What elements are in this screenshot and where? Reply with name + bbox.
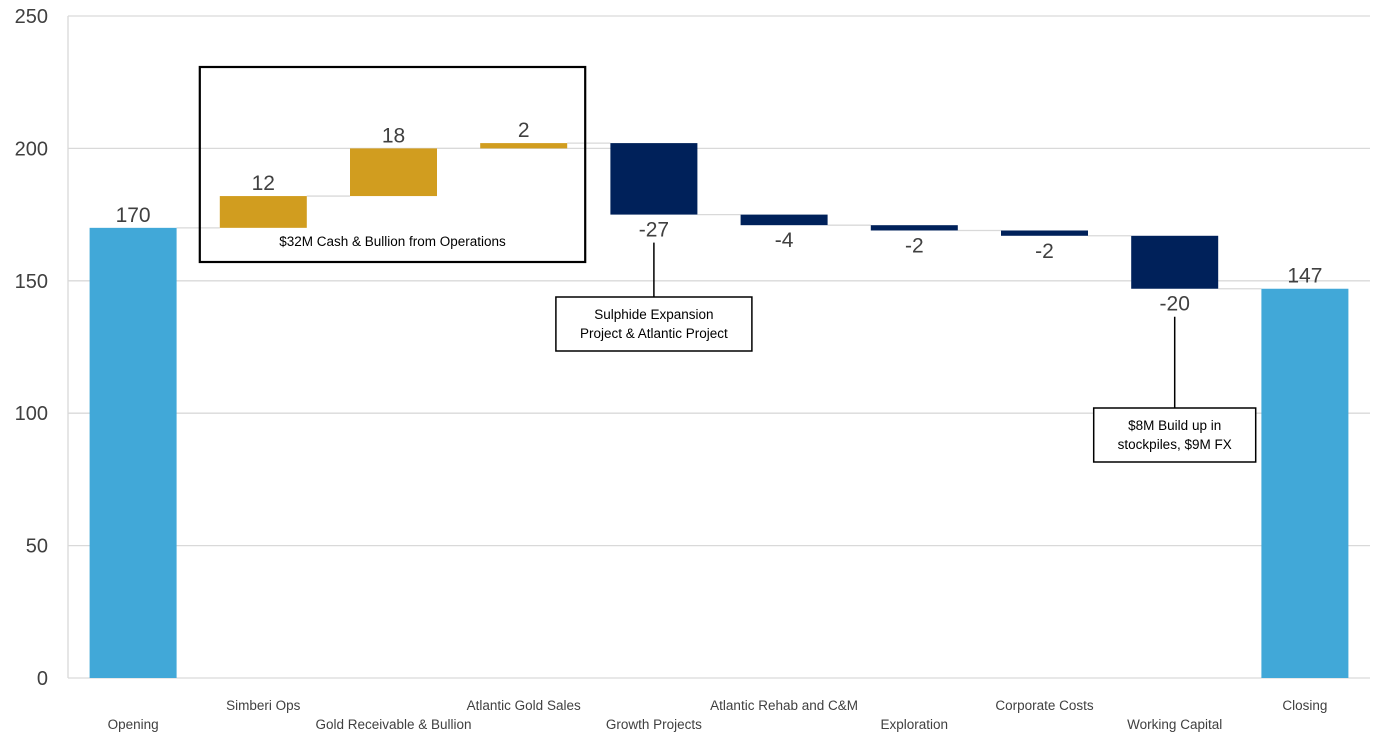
sulphide-expansion-callout-text: Sulphide Expansion [594,307,713,322]
bar-simberi-ops [219,196,307,228]
bar-growth-projects [610,143,698,215]
data-label-growth-projects: -27 [639,219,669,242]
data-label-working-capital: -20 [1160,293,1190,316]
gridlines [68,15,1370,679]
data-label-closing: 147 [1287,265,1322,288]
annotations: $32M Cash & Bullion from Operations Sulph… [198,65,1257,463]
y-tick-label: 50 [26,536,48,558]
sulphide-expansion-callout-text: Project & Atlantic Project [580,326,728,341]
bar-exploration [870,225,958,231]
sulphide-expansion-callout [555,296,753,352]
y-tick-label: 200 [15,138,48,160]
bar-opening [89,227,177,678]
y-tick-label: 150 [15,271,48,293]
y-tick-label: 250 [15,6,48,28]
stockpiles-fx-callout-text: $8M Build up in [1128,418,1221,433]
y-axis: 0 50 100 150 200 250 [15,6,69,690]
stockpiles-fx-callout-text: stockpiles, $9M FX [1118,437,1232,452]
x-tick-label-corporate-costs: Corporate Costs [995,698,1094,713]
x-tick-label-closing: Closing [1282,698,1327,713]
x-tick-label-atlantic-rehab-and-candm: Atlantic Rehab and C&M [710,698,858,713]
bar-working-capital [1131,235,1219,289]
data-label-opening: 170 [116,204,151,227]
x-axis: Opening Simberi Ops Gold Receivable & Bull… [108,698,1328,732]
data-label-corporate-costs: -2 [1035,240,1054,263]
bar-corporate-costs [1001,230,1088,236]
x-tick-label-opening: Opening [108,717,159,732]
data-label-atlantic-gold-sales: 2 [518,119,530,142]
data-label-atlantic-rehab-and-candm: -4 [775,229,794,252]
x-tick-label-atlantic-gold-sales: Atlantic Gold Sales [467,698,581,713]
y-tick-label: 0 [37,668,48,690]
bar-atlantic-gold-sales [480,143,568,149]
x-tick-label-simberi-ops: Simberi Ops [226,698,301,713]
data-label-gold-receivable-and-bullion: 18 [382,124,405,147]
bar-atlantic-rehab-and-candm [740,214,828,226]
data-labels: 170 12 18 2 -27 -4 -2 -2 -20 147 [116,119,1323,316]
connectors [176,142,1262,290]
bar-closing [1261,288,1349,678]
x-tick-label-working-capital: Working Capital [1127,717,1222,732]
x-tick-label-gold-receivable-and-bullion: Gold Receivable & Bullion [315,717,471,732]
y-tick-label: 100 [15,403,48,425]
stockpiles-fx-callout [1092,407,1257,463]
data-label-exploration: -2 [905,234,924,257]
bar-gold-receivable-and-bullion [350,148,437,197]
bars [89,143,1349,678]
x-tick-label-growth-projects: Growth Projects [606,717,702,732]
cash-bullion-box-text: $32M Cash & Bullion from Operations [279,234,506,249]
x-tick-label-exploration: Exploration [881,717,949,732]
data-label-simberi-ops: 12 [252,172,275,195]
cash-bullion-box [198,65,587,264]
